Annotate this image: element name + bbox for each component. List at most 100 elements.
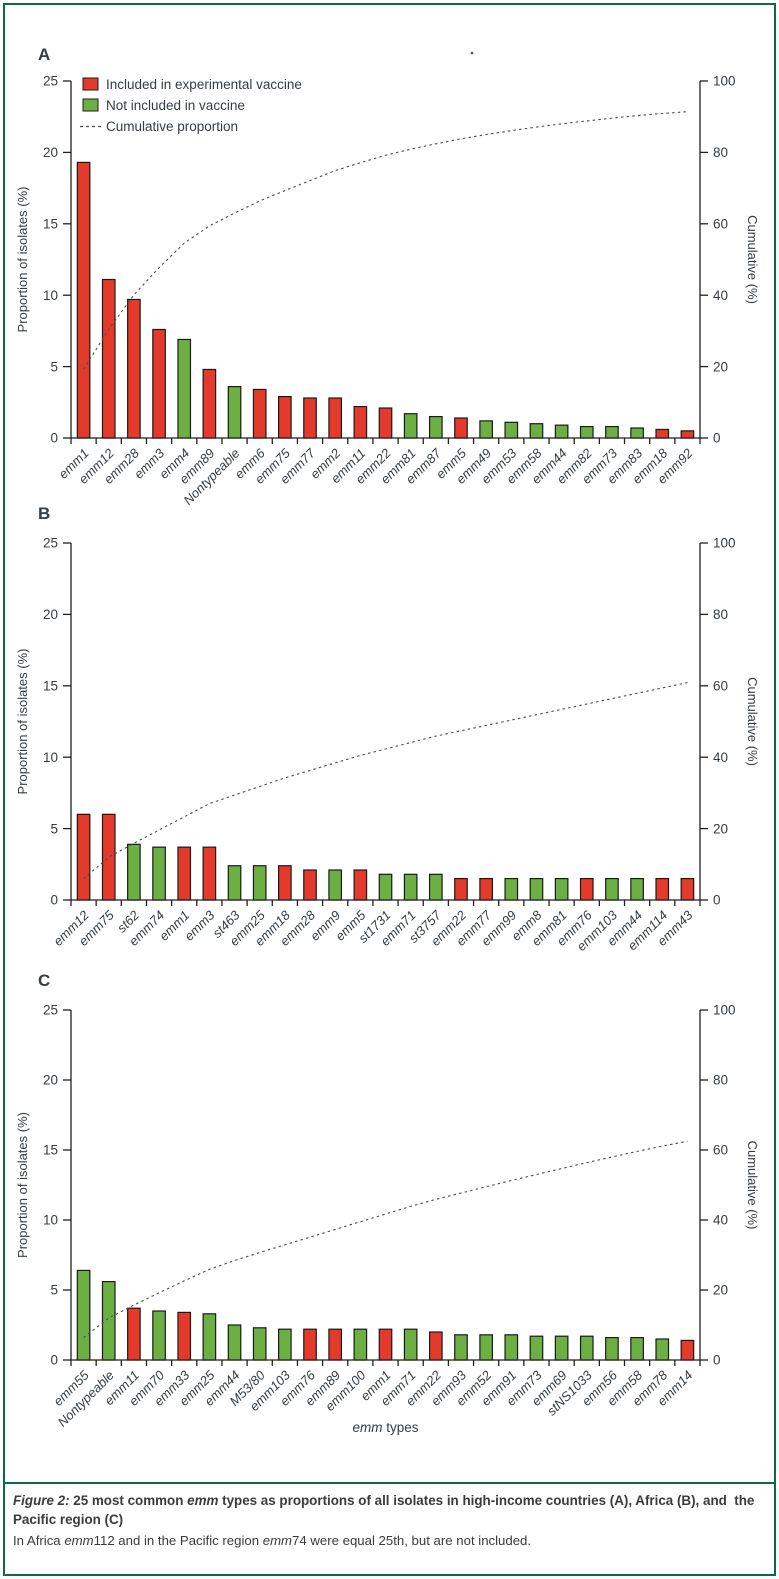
svg-text:25: 25 (43, 536, 58, 551)
bars (76, 1269, 695, 1361)
bar-emm3 (202, 846, 217, 901)
bar-st62 (127, 843, 141, 901)
svg-text:20: 20 (713, 359, 728, 374)
svg-text:40: 40 (713, 1213, 728, 1228)
svg-text:60: 60 (713, 217, 728, 232)
bar-emm25 (252, 865, 267, 901)
y2-axis-tick-labels: 0 20 40 60 80 100 (713, 74, 736, 446)
y-axis-tick-labels: 0 5 10 15 20 25 (43, 536, 58, 908)
bar-emm76 (579, 877, 594, 901)
bar-emm49 (479, 420, 493, 439)
caption-segment: 74 were equal 25th, but are not included… (292, 1533, 532, 1549)
bar-emm103 (605, 877, 619, 901)
bar-emm103 (278, 1328, 292, 1361)
svg-text:80: 80 (713, 607, 728, 622)
bar-emm83 (630, 427, 644, 439)
x-axis-category-labels: emm1emm12emm28emm3emm4emm89Nontypeableem… (56, 445, 697, 508)
bar-emm1 (378, 1328, 393, 1361)
svg-text:15: 15 (43, 679, 58, 694)
bar-emm1 (76, 161, 91, 439)
bar-st1731 (378, 873, 393, 901)
bars (76, 161, 695, 439)
bar-emm22 (454, 877, 468, 901)
bar-emm99 (504, 877, 519, 901)
bar-emm3 (152, 328, 166, 439)
legend-cumulative-label: Cumulative proportion (106, 119, 238, 134)
y2-axis-title: Cumulative (%) (745, 215, 760, 304)
panel-B: B 0 5 10 15 20 25 0 20 40 60 80 100 Proportion of iso… (15, 504, 760, 954)
panel-label: B (38, 504, 50, 523)
axes (63, 80, 708, 444)
caption-segment: 25 most common (73, 1493, 188, 1508)
svg-text:40: 40 (713, 288, 728, 303)
bar-emm4 (177, 338, 192, 439)
svg-text:20: 20 (713, 821, 728, 836)
bar-emm12 (101, 278, 116, 439)
bar-emm52 (479, 1334, 493, 1361)
svg-text:20: 20 (713, 1283, 728, 1298)
bar-emm81 (554, 877, 569, 901)
bar-emm75 (101, 813, 116, 901)
bar-emm58 (630, 1336, 644, 1361)
legend-included-label: Included in experimental vaccine (106, 77, 302, 92)
bar-M53/80 (252, 1327, 267, 1361)
svg-text:0: 0 (713, 1353, 721, 1368)
caption-segment: types as proportions of all isolates in … (13, 1493, 755, 1528)
bar-emm18 (655, 428, 670, 439)
caption-segment: 112 and in the Pacific region (93, 1533, 263, 1549)
y2-axis-tick-labels: 0 20 40 60 80 100 (713, 1003, 736, 1368)
caption-segment: In Africa (13, 1533, 65, 1549)
figure-caption-title: Figure 2: 25 most common emm types as pr… (13, 1491, 760, 1529)
bar-emm114 (655, 877, 670, 901)
bar-emm91 (504, 1334, 519, 1361)
caption-segment: emm (187, 1493, 219, 1508)
y2-axis-tick-labels: 0 20 40 60 80 100 (713, 536, 736, 908)
bar-emm56 (605, 1336, 619, 1361)
bar-emm11 (127, 1307, 141, 1361)
svg-text:80: 80 (713, 1073, 728, 1088)
svg-text:0: 0 (713, 893, 721, 908)
svg-text:emm3: emm3 (181, 907, 218, 944)
legend: Included in experimental vaccine Not incl… (80, 77, 302, 134)
svg-text:15: 15 (43, 217, 58, 232)
bar-emm22 (378, 407, 393, 439)
bar-Nontypeable (101, 1280, 116, 1361)
figure-caption: Figure 2: 25 most common emm types as pr… (13, 1491, 760, 1551)
bar-emm33 (177, 1311, 192, 1361)
panel-C: C 0 5 10 15 20 25 0 20 40 60 80 100 Proportion of iso… (15, 971, 760, 1430)
y-axis-title: Proportion of isolates (%) (15, 187, 30, 333)
svg-text:25: 25 (43, 1003, 58, 1018)
legend-included-swatch (82, 77, 99, 91)
svg-text:10: 10 (43, 1213, 58, 1228)
svg-text:5: 5 (50, 359, 58, 374)
bar-emm70 (152, 1310, 166, 1361)
svg-text:20: 20 (43, 607, 58, 622)
bar-emm71 (403, 873, 418, 901)
cumulative-proportion-line (83, 1140, 688, 1339)
bar-st3757 (428, 873, 443, 901)
svg-text:100: 100 (713, 1003, 736, 1018)
bar-st463 (227, 865, 242, 901)
bar-emm2 (328, 397, 343, 439)
bar-stNS1033 (579, 1335, 594, 1361)
bar-emm77 (303, 397, 317, 439)
bar-emm69 (554, 1335, 569, 1361)
bars (76, 813, 695, 901)
svg-text:20: 20 (43, 1073, 58, 1088)
caption-segment: emm (64, 1533, 94, 1549)
svg-text:10: 10 (43, 288, 58, 303)
bar-emm11 (353, 405, 368, 439)
bar-emm18 (278, 865, 292, 901)
bar-emm1 (177, 846, 192, 901)
stray-dot (470, 51, 474, 55)
y-axis-tick-labels: 0 5 10 15 20 25 (43, 74, 58, 446)
bar-emm25 (202, 1313, 217, 1361)
bar-emm8 (529, 877, 544, 901)
svg-text:0: 0 (713, 431, 721, 446)
bar-emm55 (76, 1269, 91, 1361)
bar-emm100 (353, 1328, 368, 1361)
bar-emm74 (152, 846, 166, 901)
svg-text:20: 20 (43, 145, 58, 160)
caption-divider-rule (5, 1482, 774, 1484)
bar-emm44 (630, 877, 644, 901)
